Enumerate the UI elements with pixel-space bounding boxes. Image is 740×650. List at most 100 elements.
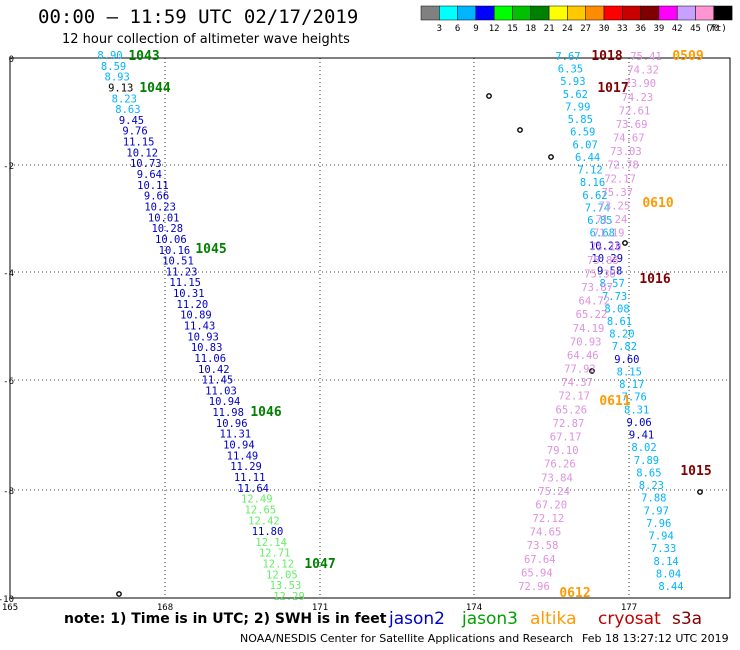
swh-value: 75.88 <box>587 255 619 267</box>
time-label: 1015 <box>680 464 711 479</box>
time-label: 0509 <box>672 49 703 64</box>
time-label: 1046 <box>250 405 281 420</box>
swh-value: 73.03 <box>610 146 642 158</box>
swh-value: 71.19 <box>593 228 625 240</box>
time-label: 1043 <box>128 49 159 64</box>
swh-value: 74.23 <box>622 92 654 104</box>
swh-value: 8.57 <box>599 278 624 290</box>
legend-swatch <box>548 5 568 21</box>
swh-value: 5.62 <box>563 89 588 101</box>
swh-value: 7.89 <box>634 455 659 467</box>
swh-value: 12.42 <box>248 515 280 527</box>
credit-text: NOAA/NESDIS Center for Satellite Applica… <box>240 632 574 645</box>
latitude-tick-label: -4 <box>3 269 14 279</box>
swh-value: 11.11 <box>234 472 266 484</box>
swh-value: 7.82 <box>612 341 637 353</box>
latitude-tick-label: 0 <box>9 55 14 65</box>
swh-value: 8.08 <box>604 303 629 315</box>
swh-value: 7.12 <box>577 165 602 177</box>
swh-value: 10.94 <box>223 440 255 452</box>
time-label: 1018 <box>591 49 622 64</box>
island-outline <box>589 368 595 374</box>
swh-value: 72.96 <box>518 581 550 593</box>
time-label: 1047 <box>304 557 335 572</box>
legend-swatch <box>603 5 623 21</box>
page-subtitle: 12 hour collection of altimeter wave hei… <box>62 32 350 47</box>
legend-tick-label: 21 <box>544 24 555 34</box>
swh-value: 6.59 <box>570 127 595 139</box>
swh-value: 10.51 <box>162 256 194 268</box>
swh-value: 7.88 <box>641 493 666 505</box>
satellite-label-jason2: jason2 <box>389 609 445 629</box>
swh-value: 11.31 <box>219 429 251 441</box>
legend-tick-label: 27 <box>580 24 591 34</box>
satellite-label-cryosat: cryosat <box>598 609 661 629</box>
map-frame <box>9 57 731 599</box>
swh-value: 12.05 <box>266 569 298 581</box>
time-label: 1045 <box>195 242 226 257</box>
swh-value: 8.90 <box>97 50 122 62</box>
swh-value: 9.06 <box>626 417 651 429</box>
swh-value: 72.61 <box>619 105 651 117</box>
time-label: 0612 <box>559 586 590 601</box>
swh-value: 7.73 <box>602 291 627 303</box>
legend-tick-label: 18 <box>525 24 536 34</box>
swh-value: 7.74 <box>585 202 610 214</box>
island-outline <box>116 591 122 597</box>
swh-value: 6.44 <box>575 152 600 164</box>
swh-value: 11.64 <box>237 483 269 495</box>
swh-value: 65.22 <box>576 309 608 321</box>
swh-value: 10.01 <box>148 212 180 224</box>
legend-swatch <box>676 5 696 21</box>
swh-value: 11.15 <box>123 137 155 149</box>
swh-value: 11.43 <box>184 321 216 333</box>
swh-value: 12.71 <box>259 548 291 560</box>
satellite-label-jason3: jason3 <box>462 609 518 629</box>
swh-value: 6.62 <box>582 190 607 202</box>
swh-value: 11.23 <box>166 266 198 278</box>
swh-value: 6.07 <box>573 139 598 151</box>
swh-value: 10.89 <box>180 310 212 322</box>
legend-swatch <box>512 5 532 21</box>
time-label: 1017 <box>597 81 628 96</box>
swh-value: 74.65 <box>530 527 562 539</box>
swh-value: 7.99 <box>565 101 590 113</box>
swh-value: 9.66 <box>144 191 169 203</box>
generated-timestamp: Feb 18 13:27:12 UTC 2019 <box>582 632 729 645</box>
swh-value: 8.16 <box>580 177 605 189</box>
swh-value: 8.20 <box>609 329 634 341</box>
swh-value: 10.23 <box>589 240 621 252</box>
swh-value: 11.20 <box>177 299 209 311</box>
legend-unit: (ft) <box>705 24 727 34</box>
legend-tick-label: 45 <box>690 24 701 34</box>
page-title: 00:00 – 11:59 UTC 02/17/2019 <box>38 6 359 28</box>
swh-value: 5.93 <box>560 76 585 88</box>
swh-value: 10.28 <box>151 223 183 235</box>
swh-value: 9.13 <box>108 82 133 94</box>
swh-value: 12.29 <box>273 591 305 603</box>
swh-value: 12.49 <box>241 494 273 506</box>
legend-swatch <box>420 5 440 21</box>
legend-swatch <box>585 5 605 21</box>
swh-value: 72.12 <box>533 513 565 525</box>
island-outline <box>548 154 554 160</box>
swh-value: 64.46 <box>567 350 599 362</box>
swh-value: 8.04 <box>656 568 681 580</box>
legend-tick-label: 3 <box>437 24 442 34</box>
swh-value: 7.33 <box>651 543 676 555</box>
swh-value: 65.94 <box>521 567 553 579</box>
legend-swatch <box>457 5 477 21</box>
swh-value: 6.68 <box>590 228 615 240</box>
swh-value: 73.87 <box>581 282 613 294</box>
swh-value: 77.92 <box>564 364 596 376</box>
legend-swatch <box>439 5 458 21</box>
legend-tick-label: 9 <box>473 24 478 34</box>
swh-value: 75.38 <box>584 268 616 280</box>
swh-value: 67.64 <box>524 554 556 566</box>
legend-swatch <box>567 5 586 21</box>
swh-value: 9.41 <box>629 430 654 442</box>
legend-tick-label: 33 <box>617 24 628 34</box>
longitude-tick-label: 165 <box>2 603 18 613</box>
swh-value: 12.14 <box>255 537 287 549</box>
satellite-label-s3a: s3a <box>672 609 703 629</box>
